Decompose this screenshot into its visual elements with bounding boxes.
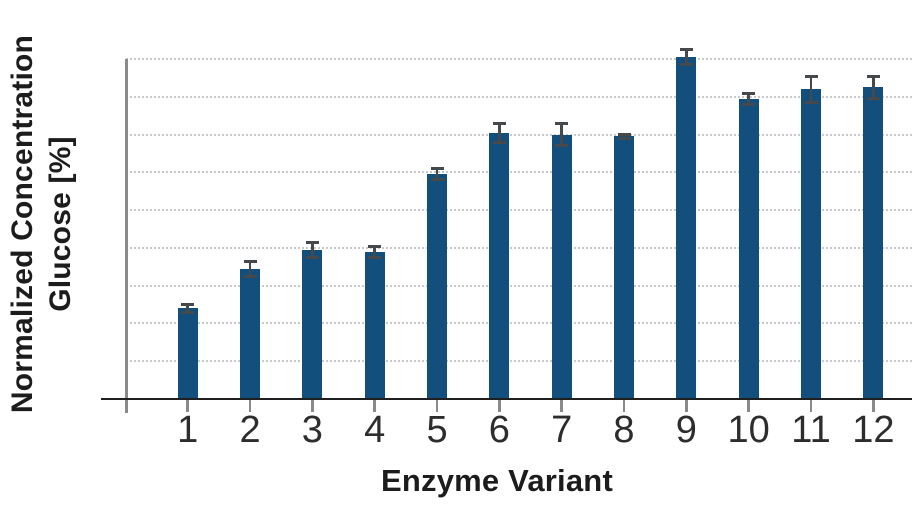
x-axis-tick [373,400,376,412]
error-bar-whisker [809,76,813,103]
bar-variant-4 [364,251,385,399]
error-bar-whisker [560,123,563,146]
plot-area: 1 2 3 4 5 6 7 8 9 10 11 12 [101,48,912,451]
gridline [126,246,912,249]
error-bar-cap-top [804,74,818,78]
x-axis-tick [622,400,626,412]
x-axis-line [101,397,912,400]
x-tick-label: 7 [551,409,573,451]
error-bar-whisker [498,123,501,143]
error-bar-cap-bottom [679,63,693,67]
x-tick-label: 3 [301,409,323,451]
error-bar-cap-bottom [368,255,382,259]
bar-variant-12 [863,87,884,399]
error-bar-cap-bottom [243,274,257,278]
x-axis-tick [248,400,252,412]
error-bar-cap-top [181,303,195,307]
error-bar-cap-top [555,121,569,125]
y-axis-title-line2: Glucose [%] [44,136,77,312]
error-bar-whisker [311,242,314,258]
x-tick-label: 1 [177,409,199,451]
x-tick-label: 2 [239,409,261,451]
error-bar-cap-bottom [181,310,195,314]
gridline [126,133,912,136]
gridline [126,209,912,212]
error-bar-cap-bottom [430,178,444,182]
bar-variant-8 [614,136,634,399]
bar-variant-10 [738,98,759,399]
x-axis-tick [747,400,750,412]
bar-variant-11 [801,89,821,399]
x-axis-title: Enzyme Variant [381,463,613,498]
bar-variant-5 [427,174,448,399]
gridline [126,171,912,174]
x-axis-tick [560,400,563,412]
x-tick-label: 10 [727,409,770,451]
x-tick-label: 6 [488,409,510,451]
error-bar-cap-bottom [866,97,880,101]
gridline [126,284,912,287]
bar-variant-6 [489,132,510,399]
gridline [126,322,912,325]
bar-variant-1 [177,308,198,399]
x-axis-tick [498,400,501,412]
error-bar-cap-top [679,48,693,52]
x-axis-tick [809,400,813,412]
y-axis-title: Normalized Concentration Glucose [%] [2,0,82,454]
error-bar-cap-bottom [305,255,319,259]
error-bar-cap-bottom [617,136,631,140]
x-axis-tick [311,400,314,412]
error-bar-cap-bottom [492,140,506,144]
x-tick-label: 12 [852,409,895,451]
x-tick-label: 8 [613,409,635,451]
error-bar-cap-top [617,133,631,137]
error-bar-cap-bottom [555,144,569,148]
gridline [126,95,912,98]
error-bar-cap-top [368,244,382,248]
error-bar-cap-top [866,74,880,78]
error-bar-whisker [373,246,376,258]
y-axis-title-line1: Normalized Concentration [6,34,39,414]
error-bar-cap-top [243,259,257,263]
error-bar-whisker [622,134,626,139]
bar-variant-9 [676,57,697,399]
bar-variant-3 [302,249,323,399]
error-bar-cap-top [305,240,319,244]
x-axis-tick [872,400,875,412]
error-bar-cap-top [742,91,756,95]
gridline [126,360,912,363]
x-tick-label: 9 [675,409,697,451]
error-bar-whisker [747,93,750,105]
bar-variant-2 [240,268,261,399]
error-bar-whisker [186,304,189,313]
error-bar-cap-bottom [742,102,756,106]
error-bar-whisker [435,168,439,180]
error-bar-cap-top [430,167,444,171]
error-bar-whisker [248,261,252,277]
x-tick-label: 11 [791,409,831,451]
x-axis-tick [435,400,439,412]
bar-variant-7 [551,134,572,399]
gridline [126,58,912,60]
x-axis-tick [186,400,189,412]
error-bar-whisker [685,49,688,65]
x-axis-tick [685,400,688,412]
error-bar-cap-bottom [804,100,818,104]
x-tick-label: 5 [426,409,448,451]
y-axis-line [124,59,128,413]
error-bar-cap-top [492,121,506,125]
x-tick-label: 4 [364,409,386,451]
error-bar-whisker [872,76,875,99]
